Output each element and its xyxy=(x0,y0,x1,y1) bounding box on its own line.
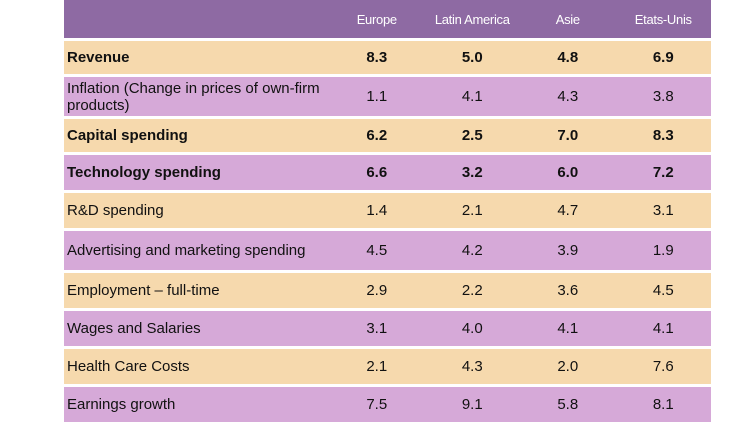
table-row: Capital spending 6.2 2.5 7.0 8.3 xyxy=(64,116,711,152)
row-label: Capital spending xyxy=(64,116,329,152)
table-row: Health Care Costs 2.1 4.3 2.0 7.6 xyxy=(64,346,711,384)
cell-etats-unis: 4.1 xyxy=(615,308,711,346)
cell-latin-america: 4.3 xyxy=(424,346,520,384)
row-label: Earnings growth xyxy=(64,384,329,422)
cell-latin-america: 3.2 xyxy=(424,152,520,190)
table-row: R&D spending 1.4 2.1 4.7 3.1 xyxy=(64,190,711,228)
table-row: Revenue 8.3 5.0 4.8 6.9 xyxy=(64,38,711,74)
table-row: Earnings growth 7.5 9.1 5.8 8.1 xyxy=(64,384,711,422)
cell-etats-unis: 8.3 xyxy=(615,116,711,152)
cell-europe: 2.9 xyxy=(329,270,425,308)
row-label: Technology spending xyxy=(64,152,329,190)
column-header-etats-unis: Etats-Unis xyxy=(615,0,711,38)
cell-europe: 6.6 xyxy=(329,152,425,190)
cell-asie: 4.8 xyxy=(520,38,616,74)
row-label: Advertising and marketing spending xyxy=(64,228,329,270)
cell-europe: 3.1 xyxy=(329,308,425,346)
cell-latin-america: 2.2 xyxy=(424,270,520,308)
column-header-europe: Europe xyxy=(329,0,425,38)
cell-europe: 1.1 xyxy=(329,74,425,116)
cell-etats-unis: 1.9 xyxy=(615,228,711,270)
data-table: Europe Latin America Asie Etats-Unis Rev… xyxy=(64,0,711,422)
cell-asie: 5.8 xyxy=(520,384,616,422)
cell-asie: 4.7 xyxy=(520,190,616,228)
cell-latin-america: 2.5 xyxy=(424,116,520,152)
cell-asie: 6.0 xyxy=(520,152,616,190)
cell-etats-unis: 8.1 xyxy=(615,384,711,422)
cell-europe: 2.1 xyxy=(329,346,425,384)
cell-latin-america: 5.0 xyxy=(424,38,520,74)
row-label: Revenue xyxy=(64,38,329,74)
cell-europe: 7.5 xyxy=(329,384,425,422)
cell-europe: 1.4 xyxy=(329,190,425,228)
row-label: Inflation (Change in prices of own-firm … xyxy=(64,74,329,116)
row-label: Health Care Costs xyxy=(64,346,329,384)
column-header-latin-america: Latin America xyxy=(424,0,520,38)
cell-asie: 7.0 xyxy=(520,116,616,152)
cell-asie: 2.0 xyxy=(520,346,616,384)
header-corner xyxy=(64,0,329,38)
cell-europe: 8.3 xyxy=(329,38,425,74)
table-row: Wages and Salaries 3.1 4.0 4.1 4.1 xyxy=(64,308,711,346)
row-label: Employment – full-time xyxy=(64,270,329,308)
table-row: Advertising and marketing spending 4.5 4.2… xyxy=(64,228,711,270)
cell-latin-america: 2.1 xyxy=(424,190,520,228)
cell-asie: 3.9 xyxy=(520,228,616,270)
cell-latin-america: 4.2 xyxy=(424,228,520,270)
row-label: Wages and Salaries xyxy=(64,308,329,346)
cell-etats-unis: 3.1 xyxy=(615,190,711,228)
cell-etats-unis: 3.8 xyxy=(615,74,711,116)
table-row: Employment – full-time 2.9 2.2 3.6 4.5 xyxy=(64,270,711,308)
header-row: Europe Latin America Asie Etats-Unis xyxy=(64,0,711,38)
cell-asie: 4.1 xyxy=(520,308,616,346)
cell-europe: 6.2 xyxy=(329,116,425,152)
cell-etats-unis: 6.9 xyxy=(615,38,711,74)
cell-etats-unis: 7.2 xyxy=(615,152,711,190)
cell-latin-america: 9.1 xyxy=(424,384,520,422)
cell-latin-america: 4.1 xyxy=(424,74,520,116)
cell-asie: 3.6 xyxy=(520,270,616,308)
cell-latin-america: 4.0 xyxy=(424,308,520,346)
cell-europe: 4.5 xyxy=(329,228,425,270)
column-header-asie: Asie xyxy=(520,0,616,38)
cell-etats-unis: 7.6 xyxy=(615,346,711,384)
data-table-container: Europe Latin America Asie Etats-Unis Rev… xyxy=(64,0,711,422)
table-row: Inflation (Change in prices of own-firm … xyxy=(64,74,711,116)
row-label: R&D spending xyxy=(64,190,329,228)
cell-etats-unis: 4.5 xyxy=(615,270,711,308)
table-row: Technology spending 6.6 3.2 6.0 7.2 xyxy=(64,152,711,190)
cell-asie: 4.3 xyxy=(520,74,616,116)
